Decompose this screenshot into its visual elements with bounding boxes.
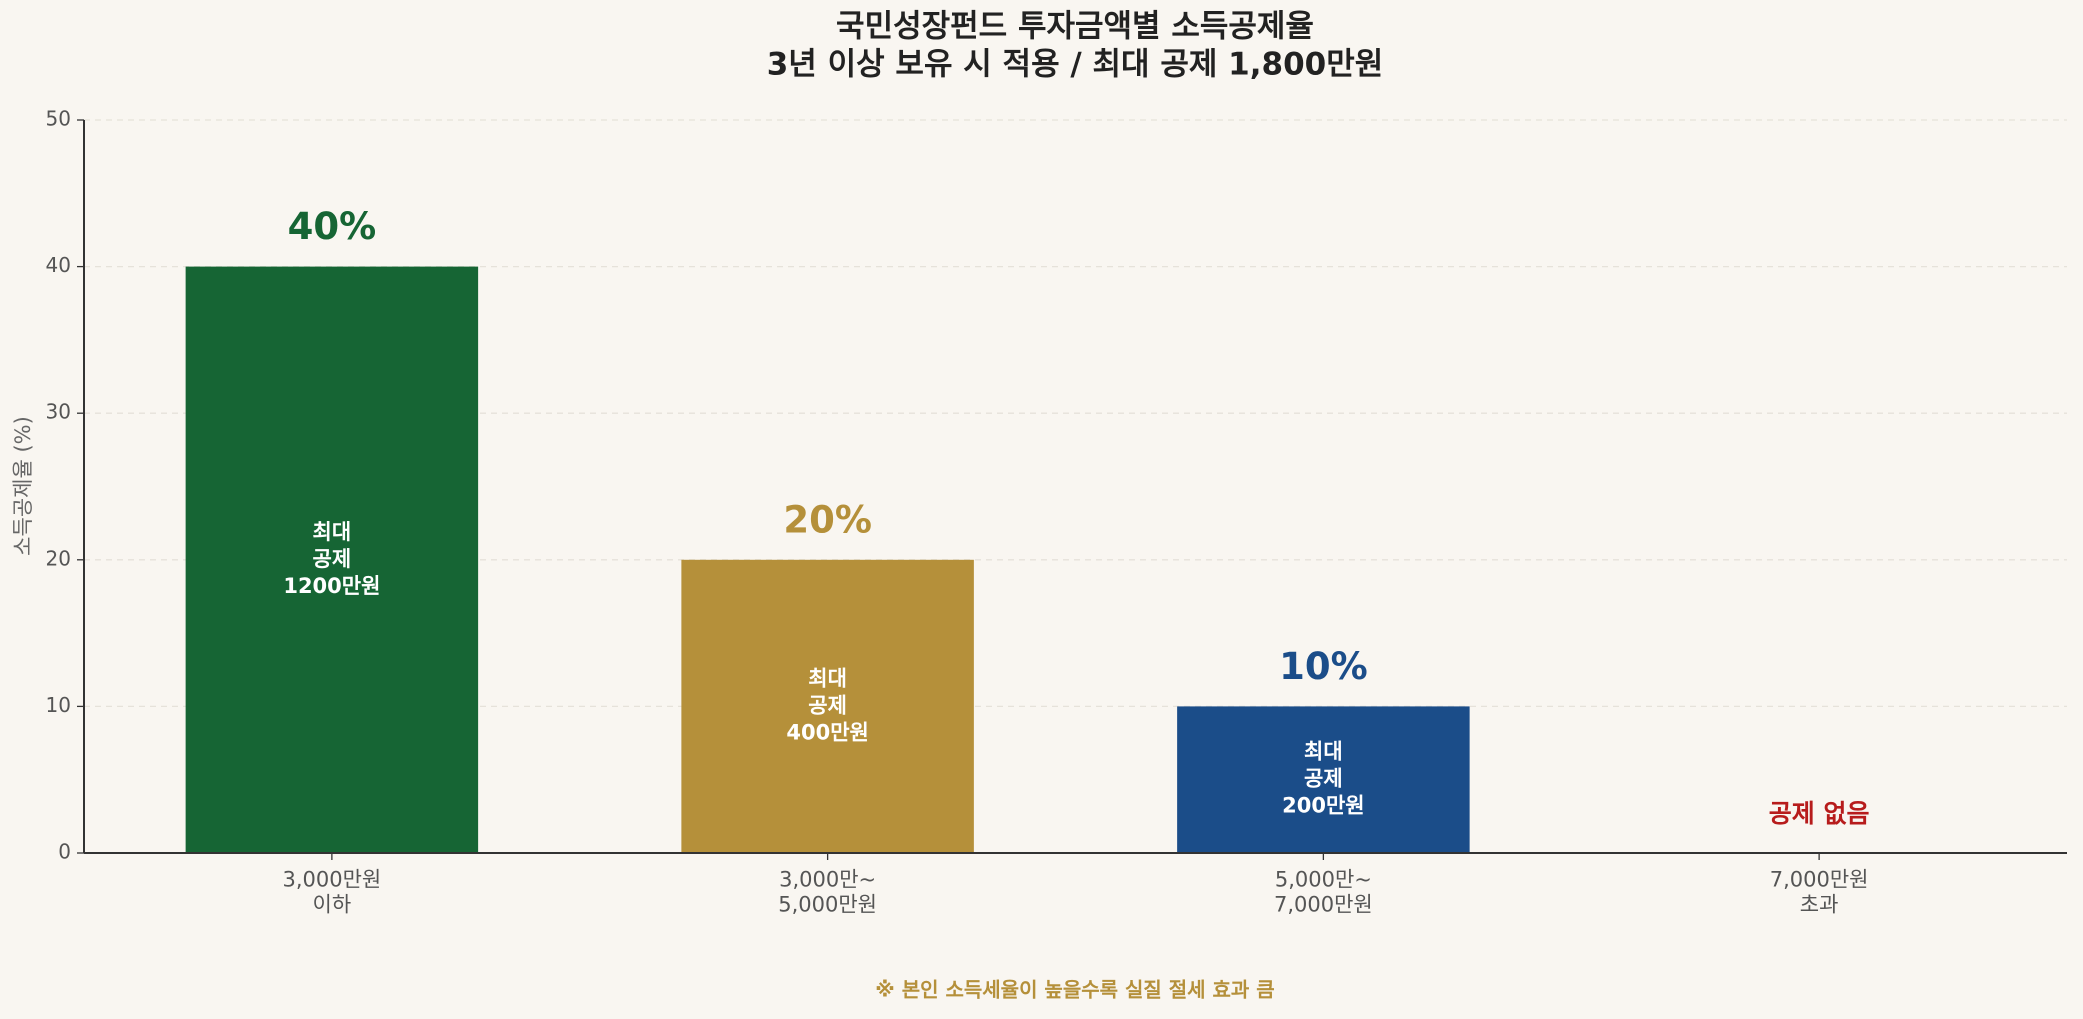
x-tick-label: 7,000만원 초과 bbox=[1770, 868, 1869, 917]
bar bbox=[1177, 706, 1470, 853]
bar bbox=[185, 266, 479, 854]
y-tick-label: 30 bbox=[46, 400, 71, 424]
chart-title: 국민성장펀드 투자금액별 소득공제율 bbox=[836, 9, 1314, 45]
chart-subtitle: 3년 이상 보유 시 적용 / 최대 공제 1,800만원 bbox=[767, 47, 1384, 83]
y-tick-label: 10 bbox=[46, 693, 71, 717]
y-tick-label: 20 bbox=[46, 546, 71, 570]
y-axis-label: 소득공제율 (%) bbox=[11, 416, 35, 556]
x-tick-label: 3,000만~ 5,000만원 bbox=[778, 868, 877, 917]
bar-inner-label: 최대 공제 1200만원 bbox=[283, 520, 380, 598]
value-label: 10% bbox=[1279, 645, 1368, 688]
bar bbox=[681, 559, 974, 853]
value-label: 40% bbox=[288, 205, 377, 248]
bar-inner-label: 최대 공제 400만원 bbox=[786, 666, 868, 744]
value-label: 20% bbox=[783, 498, 872, 541]
footnote: ※ 본인 소득세율이 높을수록 실질 절세 효과 큼 bbox=[875, 978, 1274, 1002]
y-tick-label: 40 bbox=[46, 253, 71, 277]
x-tick-label: 3,000만원 이하 bbox=[282, 868, 381, 917]
bar-inner-label: 최대 공제 200만원 bbox=[1282, 740, 1364, 818]
value-label: 공제 없음 bbox=[1769, 799, 1870, 828]
y-tick-label: 0 bbox=[58, 840, 71, 864]
x-tick-label: 5,000만~ 7,000만원 bbox=[1274, 868, 1373, 917]
y-tick-label: 50 bbox=[46, 107, 71, 131]
